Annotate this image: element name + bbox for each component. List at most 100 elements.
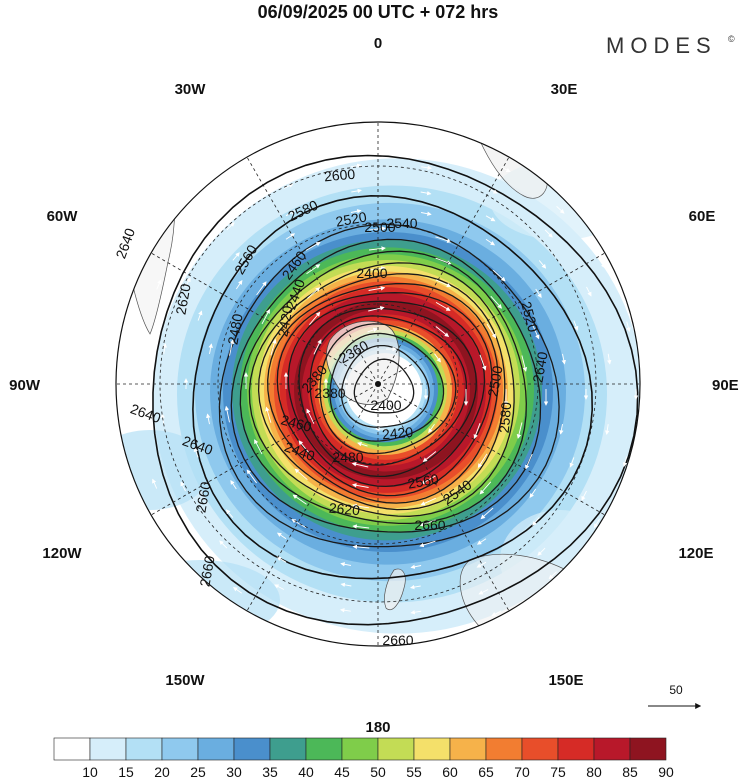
contour-2420 (319, 323, 457, 455)
contour-label-19: 2640 (529, 350, 550, 384)
meridian-8 (150, 383, 379, 516)
height-contours (152, 154, 639, 626)
wind-arrow-126 (232, 586, 243, 594)
contour-2640 (192, 194, 594, 580)
wind-arrow-99 (581, 490, 587, 501)
contour-label-15: 2660 (414, 517, 445, 533)
brand-logo: MODES © (606, 33, 735, 58)
colorbar-swatch-15 (593, 737, 631, 761)
wind-arrow-83 (476, 561, 487, 568)
wind-arrow-11 (351, 462, 369, 468)
wind-arrow-50 (525, 453, 533, 470)
wind-arrow-113 (421, 165, 432, 170)
wind-arrow-96 (538, 260, 547, 269)
lon-label-180: 180 (365, 719, 390, 736)
contour-label-31: 2420 (381, 424, 414, 443)
colorbar-swatch-14 (557, 737, 595, 761)
colorbar-tick-50: 50 (370, 764, 386, 780)
wind-arrow-78 (535, 288, 542, 299)
contour-2380 (340, 344, 430, 428)
wind-arrow-13 (313, 339, 322, 355)
wind-arrow-97 (573, 320, 579, 331)
colorbar-swatch-10 (413, 737, 451, 761)
wind-arrow-137 (500, 166, 511, 173)
wind-arrow-79 (561, 353, 566, 365)
wind-arrow-114 (487, 188, 498, 194)
contour-label-6: 2520 (334, 208, 368, 229)
colorbar-tick-70: 70 (514, 764, 530, 780)
contour-2360 (353, 358, 415, 414)
colorbar-tick-15: 15 (118, 764, 134, 780)
meridian-2 (377, 252, 606, 385)
wind-arrow-29 (294, 468, 308, 481)
wind-arrow-139 (599, 258, 606, 269)
wind-arrow-88 (193, 447, 199, 458)
contour-2580 (239, 250, 527, 525)
wind-arrow-129 (135, 412, 140, 424)
wind-arrow-128 (152, 478, 158, 489)
wind-arrow-84 (410, 584, 421, 590)
wind-arrow-66 (476, 538, 487, 545)
wind-arrow-62 (492, 269, 506, 282)
south-pole-marker (375, 381, 381, 387)
wind-arrow-90 (197, 310, 203, 321)
wind-arrow-116 (586, 286, 592, 297)
lon-label-30w: 30W (175, 81, 207, 98)
wind-arrow-93 (351, 188, 362, 194)
contour-label-0: 2640 (112, 226, 138, 261)
wind-arrow-98 (605, 424, 610, 435)
wind-arrow-59 (305, 241, 321, 251)
latitude-circle-1 (217, 223, 539, 545)
colorbar-swatch-13 (521, 737, 559, 761)
wind-arrow-106 (180, 481, 186, 492)
wind-arrow-131 (156, 279, 162, 290)
colorbar-swatch-3 (161, 737, 199, 761)
wind-arrow-34 (435, 279, 452, 288)
colorbar-swatch-0 (53, 737, 91, 761)
contour-label-8: 2480 (224, 312, 245, 346)
wind-arrow-10 (422, 451, 437, 463)
wind-arrow-124 (358, 635, 369, 641)
wind-arrow-110 (226, 222, 235, 231)
lon-label-30e: 30E (551, 81, 578, 98)
colorbar-swatch-12 (485, 737, 523, 761)
lon-label-60e: 60E (689, 208, 716, 225)
brand-name: MODES (606, 33, 717, 58)
colorbar-tick-60: 60 (442, 764, 458, 780)
wind-arrow-140 (626, 321, 631, 333)
contour-label-23: 2580 (496, 401, 515, 434)
wind-arrow-39 (352, 524, 370, 529)
meridian-5 (377, 383, 510, 612)
wind-arrow-82 (532, 517, 540, 526)
contour-2560 (248, 262, 515, 517)
contour-label-5: 2540 (386, 215, 417, 231)
wind-arrow-4 (428, 424, 435, 434)
wind-arrow-122 (491, 610, 502, 617)
meridian-4 (377, 383, 606, 516)
wind-arrow-102 (410, 610, 422, 615)
wind-arrow-24 (479, 354, 487, 371)
wind-arrow-69 (276, 532, 287, 540)
wind-arrow-53 (352, 544, 370, 550)
wind-arrow-32 (307, 287, 321, 299)
wind-arrow-77 (485, 238, 496, 246)
contour-label-33: 2380 (314, 385, 345, 401)
colorbar-tick-20: 20 (154, 764, 170, 780)
wind-arrow-73 (235, 279, 243, 290)
contour-label-2: 2600 (323, 166, 356, 185)
colorbar-tick-45: 45 (334, 764, 350, 780)
wind-arrow-21 (309, 311, 321, 325)
wind-arrow-19 (298, 440, 310, 454)
wind-arrow-138 (556, 205, 565, 214)
wind-arrow-12 (306, 408, 315, 424)
lon-label-150w: 150W (165, 672, 205, 689)
contour-label-24: 2560 (406, 470, 440, 491)
wind-arrow-125 (292, 620, 303, 626)
contour-2400 (329, 332, 445, 442)
colorbar-swatch-9 (377, 737, 415, 761)
wind-arrow-104 (274, 584, 285, 590)
colorbar-swatch-16 (629, 737, 667, 761)
wind-arrow-18 (352, 483, 369, 488)
graticule (116, 122, 640, 646)
